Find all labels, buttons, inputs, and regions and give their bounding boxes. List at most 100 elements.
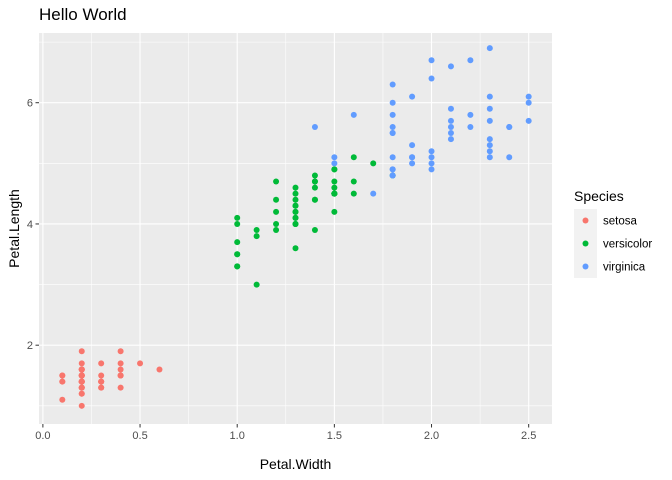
legend: Species setosa versicolor virginica xyxy=(574,188,652,278)
point-virginica xyxy=(467,111,474,118)
x-tick-label: 1.0 xyxy=(230,430,245,442)
point-versicolor xyxy=(370,160,377,167)
legend-swatch-setosa xyxy=(582,217,589,224)
point-virginica xyxy=(506,123,513,130)
point-versicolor xyxy=(331,184,338,191)
point-versicolor xyxy=(273,208,280,215)
point-versicolor xyxy=(273,196,280,203)
point-setosa xyxy=(98,360,105,367)
point-versicolor xyxy=(311,184,318,191)
point-versicolor xyxy=(331,208,338,215)
point-setosa xyxy=(78,372,85,379)
x-axis-title: Petal.Width xyxy=(260,456,332,472)
legend-title: Species xyxy=(574,188,624,204)
x-tick-label: 2.0 xyxy=(424,430,439,442)
point-virginica xyxy=(389,111,396,118)
point-versicolor xyxy=(292,184,299,191)
x-tick-label: 0.5 xyxy=(132,430,147,442)
point-virginica xyxy=(447,136,454,143)
point-versicolor xyxy=(273,178,280,185)
point-versicolor xyxy=(234,263,241,270)
legend-items: setosa versicolor virginica xyxy=(574,209,652,278)
point-setosa xyxy=(117,366,124,373)
point-virginica xyxy=(525,117,532,124)
point-setosa xyxy=(137,360,144,367)
point-virginica xyxy=(428,75,435,82)
point-setosa xyxy=(156,366,163,373)
point-setosa xyxy=(59,396,66,403)
point-versicolor xyxy=(234,220,241,227)
point-virginica xyxy=(409,154,416,161)
point-setosa xyxy=(98,378,105,385)
data-points xyxy=(59,45,532,409)
legend-swatch-virginica xyxy=(582,263,589,270)
point-virginica xyxy=(409,160,416,167)
point-versicolor xyxy=(234,214,241,221)
point-virginica xyxy=(486,93,493,100)
point-versicolor xyxy=(253,227,260,234)
point-virginica xyxy=(525,99,532,106)
point-virginica xyxy=(389,123,396,130)
y-axis-title: Petal.Length xyxy=(6,189,22,268)
x-tick-label: 1.5 xyxy=(327,430,342,442)
point-virginica xyxy=(447,123,454,130)
point-versicolor xyxy=(292,202,299,209)
point-setosa xyxy=(78,360,85,367)
point-versicolor xyxy=(311,178,318,185)
point-setosa xyxy=(78,390,85,397)
point-versicolor xyxy=(350,154,357,161)
point-virginica xyxy=(486,105,493,112)
point-virginica xyxy=(389,81,396,88)
point-virginica xyxy=(486,142,493,149)
point-virginica xyxy=(447,130,454,137)
point-setosa xyxy=(78,402,85,409)
point-versicolor xyxy=(292,208,299,215)
point-versicolor xyxy=(292,214,299,221)
point-virginica xyxy=(389,154,396,161)
point-virginica xyxy=(486,117,493,124)
point-versicolor xyxy=(311,196,318,203)
point-versicolor xyxy=(331,178,338,185)
point-virginica xyxy=(331,154,338,161)
point-virginica xyxy=(506,154,513,161)
legend-label-versicolor: versicolor xyxy=(603,239,652,251)
point-virginica xyxy=(428,148,435,155)
minor-gridlines xyxy=(39,33,552,424)
point-virginica xyxy=(389,99,396,106)
point-versicolor xyxy=(292,245,299,252)
point-setosa xyxy=(78,378,85,385)
point-versicolor xyxy=(292,196,299,203)
point-virginica xyxy=(447,117,454,124)
point-virginica xyxy=(389,172,396,179)
legend-swatch-versicolor xyxy=(582,240,589,247)
point-setosa xyxy=(78,348,85,355)
point-virginica xyxy=(409,93,416,100)
point-versicolor xyxy=(292,220,299,227)
point-setosa xyxy=(117,384,124,391)
point-versicolor xyxy=(253,233,260,240)
point-versicolor xyxy=(234,239,241,246)
point-virginica xyxy=(447,63,454,70)
point-versicolor xyxy=(350,178,357,185)
point-virginica xyxy=(428,160,435,167)
y-tick-label: 2 xyxy=(27,340,33,352)
point-setosa xyxy=(117,360,124,367)
point-setosa xyxy=(98,384,105,391)
point-virginica xyxy=(428,166,435,173)
point-virginica xyxy=(428,57,435,64)
plot-panel xyxy=(39,33,552,424)
point-virginica xyxy=(467,57,474,64)
x-axis-ticks: 0.0 0.5 1.0 1.5 2.0 2.5 xyxy=(35,424,536,442)
point-setosa xyxy=(98,372,105,379)
point-virginica xyxy=(331,160,338,167)
point-setosa xyxy=(78,384,85,391)
point-virginica xyxy=(389,130,396,137)
point-versicolor xyxy=(311,227,318,234)
point-virginica xyxy=(467,123,474,130)
y-tick-label: 4 xyxy=(27,219,33,231)
point-versicolor xyxy=(311,172,318,179)
x-tick-label: 0.0 xyxy=(35,430,50,442)
point-virginica xyxy=(525,93,532,100)
point-versicolor xyxy=(234,251,241,258)
